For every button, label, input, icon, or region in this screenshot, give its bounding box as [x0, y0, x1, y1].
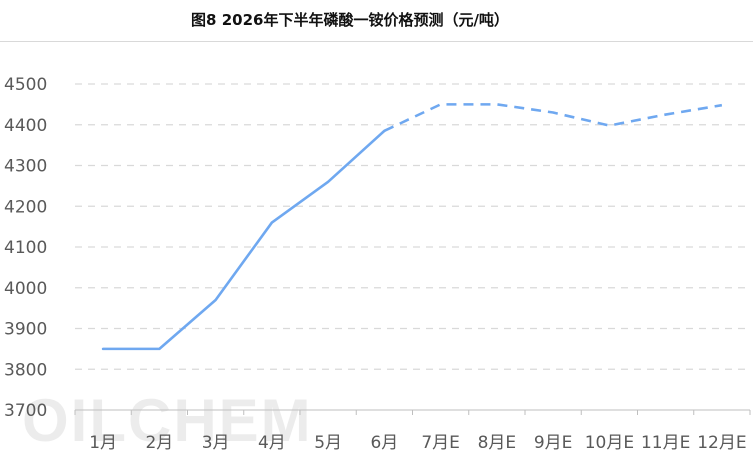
x-tick-label: 12月E	[697, 433, 746, 453]
x-tick-label: 3月	[202, 433, 230, 453]
y-tick-labels: 3700 3800 3900 4000 4100 4200 4300 4400 4500	[4, 75, 47, 421]
y-tick-label: 4500	[4, 75, 47, 95]
x-tick-label: 5月	[314, 433, 342, 453]
y-tick-label: 3700	[4, 401, 47, 421]
x-tick-label: 10月E	[585, 433, 634, 453]
forecast-price-line	[383, 103, 723, 133]
y-tick-label: 3800	[4, 360, 47, 380]
y-tick-label: 3900	[4, 320, 47, 340]
x-tick-label: 8月E	[478, 433, 517, 453]
actual-price-line	[101, 129, 386, 351]
x-axis	[74, 409, 751, 415]
x-tick-label: 4月	[258, 433, 286, 453]
x-tick-label: 11月E	[641, 433, 690, 453]
y-tick-label: 4200	[4, 197, 47, 217]
y-tick-label: 4400	[4, 116, 47, 136]
title-divider	[0, 41, 753, 42]
price-series	[101, 103, 723, 351]
x-tick-label: 1月	[89, 433, 117, 453]
chart-title: 图8 2026年下半年磷酸一铵价格预测（元/吨）	[191, 11, 509, 29]
y-tick-label: 4000	[4, 279, 47, 299]
y-tick-label: 4300	[4, 157, 47, 177]
watermark-logo: OILCHEM	[22, 387, 313, 454]
x-tick-label: 6月	[370, 433, 398, 453]
x-tick-label: 9月E	[534, 433, 573, 453]
gridlines	[75, 83, 750, 370]
x-tick-label: 7月E	[421, 433, 460, 453]
x-tick-labels: 1月 2月 3月 4月 5月 6月 7月E 8月E 9月E 10月E 11月E 12月E	[89, 433, 746, 453]
x-tick-label: 2月	[145, 433, 173, 453]
y-tick-label: 4100	[4, 238, 47, 258]
